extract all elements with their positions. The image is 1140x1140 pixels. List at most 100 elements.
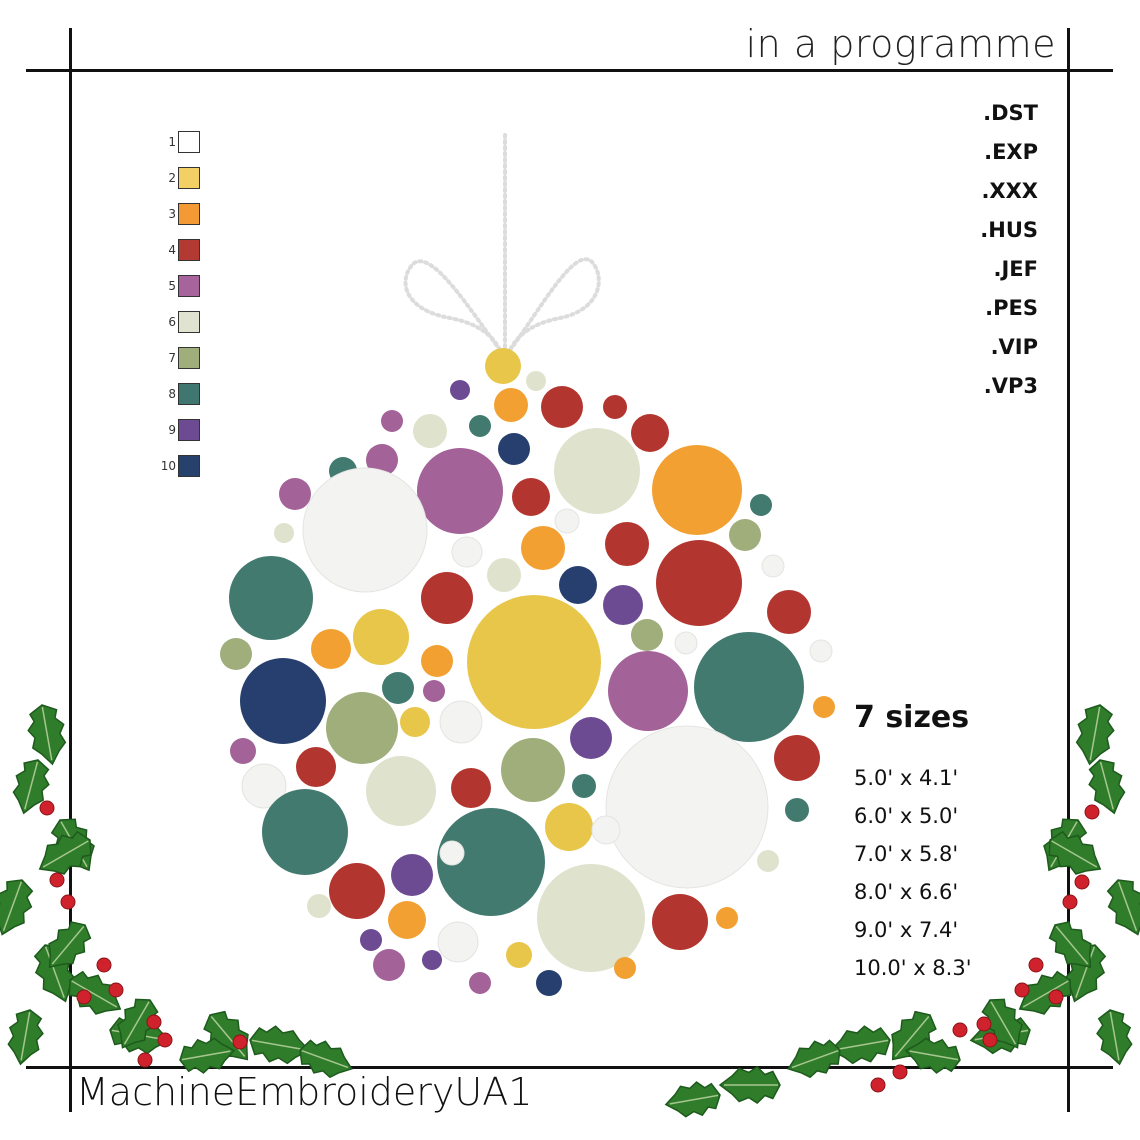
holly-leaf — [1075, 704, 1115, 766]
holly-leaf — [117, 998, 159, 1049]
frame-line-bottom — [26, 1066, 1113, 1069]
ornament-dot — [631, 414, 669, 452]
ornament-dot — [501, 738, 565, 802]
color-swatch — [178, 383, 200, 405]
holly-leaf — [299, 1039, 353, 1079]
ornament-dot — [813, 696, 835, 718]
holly-leaf — [891, 1010, 937, 1061]
ornament-dot — [729, 519, 761, 551]
ornament-dot — [603, 585, 643, 625]
ornament-dot — [388, 901, 426, 939]
ornament-dot — [554, 508, 580, 534]
ornament-dot — [413, 414, 447, 448]
ornament-dot — [494, 388, 528, 422]
holly-berry — [157, 1032, 173, 1048]
format-jef: .JEF — [993, 257, 1038, 281]
format-pes: .PES — [985, 296, 1038, 320]
holly-leaf — [981, 998, 1023, 1049]
ornament-dot — [360, 929, 382, 951]
ornament-dot — [605, 522, 649, 566]
ornament-dot — [381, 410, 403, 432]
color-swatch — [178, 419, 200, 441]
ornament-dot — [536, 970, 562, 996]
ornament-dot — [572, 774, 596, 798]
swatch-number: 4 — [168, 243, 176, 257]
ornament-dot — [451, 536, 483, 568]
color-swatch-row: 6 — [150, 304, 210, 340]
format-hus: .HUS — [980, 218, 1038, 242]
ornament-dot — [512, 478, 550, 516]
ornament-dot — [366, 756, 436, 826]
ornament-dot — [417, 448, 503, 534]
ornament-dot — [559, 566, 597, 604]
ornament-dot — [603, 395, 627, 419]
ornament-dot — [716, 907, 738, 929]
ornament-dot — [279, 478, 311, 510]
color-swatch-row: 7 — [150, 340, 210, 376]
color-swatch-row: 9 — [150, 412, 210, 448]
color-swatch-row: 10 — [150, 448, 210, 484]
ornament-dot — [302, 467, 428, 593]
size-item: 9.0' x 7.4' — [854, 918, 959, 942]
ornament-dot — [296, 747, 336, 787]
swatch-number: 7 — [168, 351, 176, 365]
ornament-dot — [421, 572, 473, 624]
ornament-hanger — [403, 133, 601, 352]
holly-berry — [49, 872, 65, 888]
thread-color-chart: 1 2 3 4 5 6 7 8 9 10 — [150, 124, 210, 484]
holly-leaf — [38, 830, 92, 875]
ornament-dot — [421, 645, 453, 677]
holly-berry — [1028, 957, 1044, 973]
color-swatch — [178, 275, 200, 297]
ornament-dot — [439, 840, 465, 866]
holly-berry — [1074, 874, 1090, 890]
swatch-number: 3 — [168, 207, 176, 221]
swatch-number: 8 — [168, 387, 176, 401]
ornament-dot — [400, 707, 430, 737]
sizes-title: 7 sizes — [854, 700, 970, 735]
format-exp: .EXP — [984, 140, 1038, 164]
ornament-dot — [537, 864, 645, 972]
ornament-dot — [521, 526, 565, 570]
holly-decoration — [0, 704, 1140, 1118]
holly-berry — [1084, 804, 1100, 820]
ornament-dot — [757, 850, 779, 872]
holly-berry — [146, 1014, 162, 1030]
sizes-list: 5.0' x 4.1' 6.0' x 5.0' 7.0' x 5.8' 8.0'… — [854, 760, 971, 988]
holly-leaf — [48, 921, 92, 969]
swatch-number: 10 — [160, 459, 176, 473]
ornament-dot — [785, 798, 809, 822]
size-item: 10.0' x 8.3' — [854, 956, 972, 980]
frame-line-right — [1067, 28, 1070, 1112]
ornament-dot — [274, 523, 294, 543]
holly-leaf — [904, 1037, 961, 1074]
header-title: in a programme — [745, 22, 1056, 66]
color-swatch — [178, 167, 200, 189]
size-item: 6.0' x 5.0' — [854, 804, 959, 828]
ornament-dot — [220, 638, 252, 670]
ornament-dot — [774, 735, 820, 781]
swatch-number: 6 — [168, 315, 176, 329]
holly-berry — [60, 894, 76, 910]
holly-leaf — [1088, 759, 1126, 815]
color-swatch — [178, 131, 200, 153]
ornament-dot — [230, 738, 256, 764]
ornament-dot — [506, 942, 532, 968]
ornament-dot — [423, 680, 445, 702]
color-swatch — [178, 203, 200, 225]
holly-berry — [892, 1064, 908, 1080]
color-swatch-row: 4 — [150, 232, 210, 268]
ornament-dot — [750, 494, 772, 516]
ornament-dot — [437, 921, 479, 963]
color-swatch — [178, 239, 200, 261]
ornament-dot — [541, 386, 583, 428]
ornament-dot — [570, 717, 612, 759]
holly-leaf — [1106, 879, 1140, 936]
ornament-dot — [326, 692, 398, 764]
ornament-dot — [329, 863, 385, 919]
color-swatch — [178, 311, 200, 333]
ornament-dot — [652, 445, 742, 535]
holly-leaf — [1096, 1009, 1133, 1066]
ornament-dot — [451, 768, 491, 808]
holly-leaf — [664, 1081, 721, 1118]
